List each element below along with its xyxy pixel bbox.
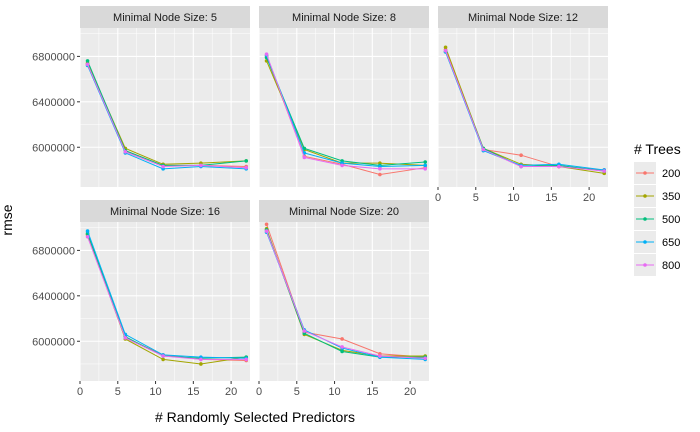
facet-panel-4: Minimal Node Size: 16 6000000 6400000 68000… [32, 200, 250, 398]
x-tick-label: 20 [404, 386, 416, 398]
panel-background [438, 28, 608, 187]
data-point-800 [423, 167, 428, 171]
data-point-800 [519, 164, 523, 169]
data-point-650 [423, 163, 428, 168]
x-tick-label: 20 [225, 386, 237, 398]
legend-label: 650 [662, 237, 680, 249]
y-tick-label: 6400000 [32, 97, 75, 109]
legend-item-500: 500 [634, 208, 680, 230]
legend-title: # Trees [634, 141, 681, 157]
facet-strip [438, 6, 608, 28]
legend-label: 500 [662, 214, 680, 226]
x-tick-label: 0 [256, 386, 262, 398]
legend-label: 350 [662, 191, 680, 203]
legend-item-350: 350 [634, 185, 680, 207]
data-point-500 [85, 59, 90, 63]
facet-strip-label: Minimal Node Size: 12 [468, 12, 578, 24]
legend-item-200: 200 [634, 162, 680, 184]
data-point-200 [519, 153, 523, 157]
legend-key-point [643, 194, 647, 198]
facet-strip [259, 200, 429, 222]
data-point-350 [443, 45, 448, 50]
data-point-350 [199, 362, 203, 366]
legend-label: 200 [662, 168, 680, 180]
data-point-800 [340, 345, 344, 349]
facet-panel-2: Minimal Node Size: 8 [258, 6, 429, 187]
data-point-800 [244, 165, 249, 170]
data-point-800 [161, 164, 165, 169]
facet-strip [80, 200, 250, 222]
data-point-800 [244, 357, 249, 362]
facet-strip-label: Minimal Node Size: 16 [110, 206, 220, 218]
facet-strip-label: Minimal Node Size: 8 [292, 12, 396, 24]
data-point-800 [302, 329, 307, 333]
data-point-800 [199, 163, 203, 168]
data-point-800 [302, 155, 307, 160]
legend: # Trees 200 350 500 650 800 [634, 141, 681, 276]
data-point-800 [264, 52, 269, 56]
facet-panel-3: Minimal Node Size: 12 0 5 10 15 20 [435, 6, 608, 204]
data-point-800 [602, 169, 607, 173]
x-tick-label: 15 [366, 386, 378, 398]
facet-strip-label: Minimal Node Size: 5 [113, 12, 217, 24]
panel-background [259, 222, 429, 381]
panel-background [80, 222, 250, 381]
data-point-800 [85, 62, 90, 67]
data-point-500 [244, 159, 249, 163]
legend-label: 800 [662, 260, 680, 272]
facet-strip [259, 6, 429, 28]
data-point-800 [378, 167, 382, 171]
facet-panel-1: Minimal Node Size: 5 6000000 6400000 680000… [32, 6, 250, 187]
data-point-200 [378, 172, 382, 177]
data-point-200 [340, 337, 344, 341]
x-tick-label: 10 [507, 192, 519, 204]
y-axis-title: rmse [0, 204, 15, 235]
y-tick-label: 6000000 [32, 142, 75, 154]
data-point-800 [264, 229, 269, 233]
facet-panels: Minimal Node Size: 5 6000000 6400000 680000… [32, 6, 608, 398]
facet-strip-label: Minimal Node Size: 20 [289, 206, 399, 218]
y-tick-label: 6400000 [32, 291, 75, 303]
legend-key-point [643, 217, 647, 221]
y-tick-label: 6800000 [32, 245, 75, 257]
data-point-800 [199, 357, 203, 362]
legend-key-point [643, 263, 647, 267]
panel-background [80, 28, 250, 187]
x-tick-label: 5 [294, 386, 300, 398]
x-tick-label: 15 [187, 386, 199, 398]
data-point-800 [443, 48, 448, 53]
x-tick-label: 10 [149, 386, 161, 398]
data-point-800 [481, 147, 486, 152]
data-point-800 [123, 336, 128, 340]
data-point-500 [423, 160, 428, 164]
data-point-800 [123, 149, 128, 154]
legend-item-800: 800 [634, 254, 680, 276]
x-tick-label: 15 [545, 192, 557, 204]
facet-panel-5: Minimal Node Size: 20 0 5 10 15 20 [256, 200, 429, 398]
data-point-800 [161, 354, 165, 358]
data-point-650 [85, 229, 90, 233]
x-tick-label: 0 [435, 192, 441, 204]
x-axis-title: # Randomly Selected Predictors [155, 409, 355, 425]
x-tick-label: 5 [115, 386, 121, 398]
x-tick-label: 0 [77, 386, 83, 398]
data-point-350 [161, 357, 165, 362]
data-point-800 [340, 163, 344, 168]
legend-key-point [643, 240, 647, 244]
y-tick-label: 6000000 [32, 336, 75, 348]
x-tick-label: 5 [473, 192, 479, 204]
data-point-200 [264, 222, 269, 227]
data-point-800 [378, 354, 382, 358]
x-tick-label: 10 [328, 386, 340, 398]
legend-key-point [643, 171, 647, 175]
x-tick-label: 20 [583, 192, 595, 204]
y-tick-label: 6800000 [32, 51, 75, 63]
data-point-800 [85, 234, 90, 239]
data-point-800 [423, 356, 428, 361]
data-point-800 [557, 164, 561, 169]
data-point-500 [340, 349, 344, 354]
facet-strip [80, 6, 250, 28]
legend-item-650: 650 [634, 231, 680, 253]
